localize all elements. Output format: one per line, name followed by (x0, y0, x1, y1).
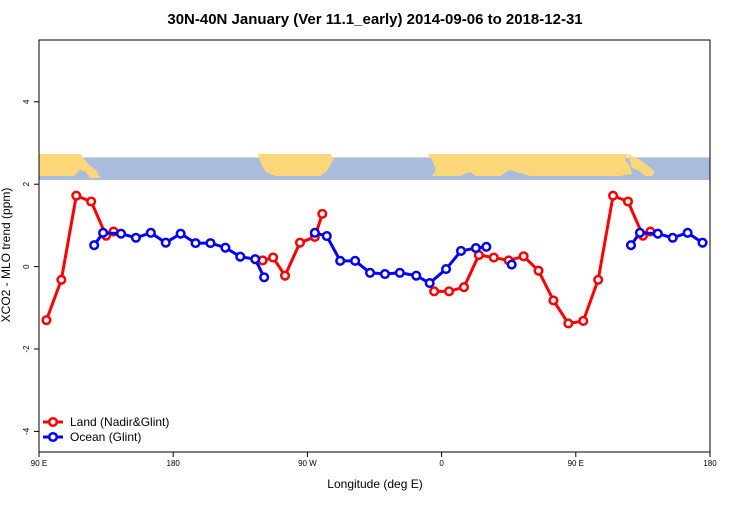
plot-frame (38, 39, 711, 453)
land-point-2-1 (444, 286, 455, 297)
ocean-point-0-12 (259, 272, 270, 283)
land-east-asia-right (628, 154, 655, 176)
land-point-0-3 (86, 196, 97, 207)
ocean-point-0-0 (89, 240, 100, 251)
ocean-point-1-8 (424, 278, 435, 289)
ocean-point-0-7 (190, 238, 201, 249)
chart-title: 30N-40N January (Ver 11.1_early) 2014-09… (167, 11, 582, 28)
ocean-point-0-9 (220, 242, 231, 253)
ocean-point-3-5 (697, 237, 708, 248)
world-map-strip (39, 154, 710, 181)
ocean-point-0-6 (175, 228, 186, 239)
legend-marker-ocean (47, 431, 59, 443)
ocean-point-3-3 (667, 232, 678, 243)
land-point-2-0 (429, 286, 440, 297)
land-point-0-1 (56, 274, 67, 285)
ocean-point-0-4 (145, 227, 156, 238)
ocean-point-0-10 (235, 251, 246, 262)
legend: Land (Nadir&Glint) Ocean (Glint) (43, 415, 169, 444)
legend-marker-land (47, 416, 59, 428)
ocean-point-3-0 (625, 240, 637, 251)
land-point-2-9 (563, 318, 574, 329)
ocean-point-1-3 (350, 255, 361, 266)
land-point-0-0 (41, 315, 52, 326)
series-layer (41, 190, 708, 329)
ocean-point-1-11 (470, 243, 481, 254)
land-point-2-10 (578, 315, 589, 327)
ocean-point-1-6 (394, 267, 405, 278)
ocean-point-3-4 (682, 227, 693, 238)
ocean-point-0-5 (160, 237, 171, 248)
land-point-2-7 (533, 265, 544, 276)
y-tick-label-0: -4 (22, 427, 31, 435)
ocean-point-0-1 (98, 227, 109, 238)
ocean-point-1-12 (481, 241, 492, 252)
ocean-point-1-7 (411, 270, 422, 281)
ocean-point-1-2 (335, 255, 346, 266)
x-axis: 90 E 180 90 W 0 90 E 180 (31, 452, 717, 468)
y-tick-label-2: 0 (22, 264, 31, 269)
land-point-2-12 (608, 190, 619, 201)
y-tick-label-4: 4 (22, 99, 31, 104)
ocean-point-1-5 (379, 268, 390, 280)
y-tick-label-3: 2 (22, 181, 31, 186)
ocean-point-1-0 (309, 227, 320, 238)
y-axis: -4 -2 0 2 4 (22, 99, 39, 435)
x-tick-label-2: 90 W (298, 459, 317, 468)
x-tick-label-0: 90 E (31, 459, 47, 468)
x-tick-label-1: 180 (167, 459, 181, 468)
x-tick-label-4: 90 E (568, 459, 584, 468)
ocean-point-0-11 (250, 254, 261, 265)
legend-label-land: Land (Nadir&Glint) (70, 415, 169, 429)
ocean-point-3-2 (652, 228, 663, 239)
x-axis-label: Longitude (deg E) (327, 477, 422, 491)
land-point-2-8 (548, 295, 559, 306)
ocean-point-3-1 (634, 227, 645, 238)
ocean-point-0-2 (115, 228, 127, 239)
ocean-point-0-3 (130, 232, 141, 243)
land-point-2-2 (458, 282, 470, 293)
x-tick-label-3: 0 (439, 459, 444, 468)
land-series-line-2 (434, 194, 652, 325)
land-europe-africa-asia (428, 154, 632, 176)
land-point-1-5 (317, 208, 328, 219)
land-north-america (258, 154, 334, 176)
ocean-point-2-0 (506, 259, 517, 270)
x-tick-label-5: 180 (703, 459, 717, 468)
land-point-2-4 (488, 252, 499, 263)
ocean-point-1-1 (321, 231, 332, 242)
ocean-point-1-10 (455, 245, 467, 256)
land-east-asia (39, 154, 100, 178)
land-point-2-6 (518, 251, 529, 262)
ocean-point-1-9 (441, 264, 452, 275)
land-point-1-1 (268, 252, 279, 263)
ocean-point-1-4 (364, 267, 376, 278)
land-point-1-3 (294, 237, 305, 248)
ocean-point-0-8 (205, 238, 216, 249)
y-axis-label: XCO2 - MLO trend (ppm) (0, 188, 13, 323)
legend-label-ocean: Ocean (Glint) (70, 430, 141, 444)
y-tick-label-1: -2 (22, 345, 31, 353)
land-point-2-11 (593, 274, 604, 285)
land-point-2-13 (622, 196, 634, 207)
land-point-0-2 (71, 190, 82, 201)
land-point-1-2 (279, 270, 291, 281)
